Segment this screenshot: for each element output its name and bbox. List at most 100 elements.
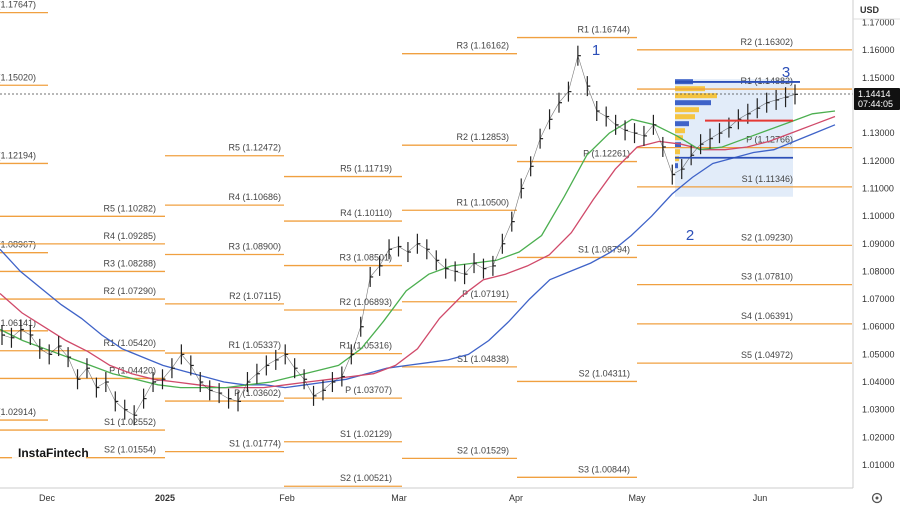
price-badge-price: 1.14414 — [858, 89, 891, 99]
logo-text: InstaFintech — [18, 446, 89, 460]
pivot-label: (1.15020) — [0, 72, 36, 82]
x-tick-label: Jun — [753, 493, 768, 503]
gear-icon-ring — [871, 492, 883, 504]
profile-bar — [675, 163, 678, 169]
pivot-label: P (1.07191) — [462, 289, 509, 299]
y-tick-label: 1.09000 — [862, 239, 895, 249]
y-tick-label: 1.04000 — [862, 377, 895, 387]
profile-bar — [675, 114, 695, 120]
profile-bar — [675, 100, 711, 106]
pivot-label: R4 (1.09285) — [103, 231, 156, 241]
gear-icon[interactable] — [871, 492, 883, 504]
profile-bar — [675, 121, 689, 127]
profile-bar — [675, 156, 679, 162]
x-tick-label: Feb — [279, 493, 295, 503]
pivot-label: R2 (1.07290) — [103, 286, 156, 296]
pivot-label: (1.02914) — [0, 407, 36, 417]
pivot-label: R3 (1.08501) — [339, 253, 392, 263]
y-tick-label: 1.17000 — [862, 18, 895, 28]
pivot-label: R3 (1.16162) — [456, 41, 509, 51]
y-tick-label: 1.12000 — [862, 156, 895, 166]
pivot-label: R5 (1.12472) — [228, 143, 281, 153]
pivot-label: P (1.03602) — [234, 388, 281, 398]
pivot-levels: (1.17647) (1.15020) (1.12194) (1.08967) 1.06… — [0, 0, 852, 487]
y-tick-label: 1.13000 — [862, 128, 895, 138]
pivot-label: R2 (1.07115) — [229, 291, 281, 301]
x-axis: Dec 2025 Feb Mar Apr May Jun — [0, 487, 883, 504]
pivot-label: S1 (1.11346) — [742, 174, 793, 184]
y-tick-label: 1.10000 — [862, 211, 895, 221]
y-tick-label: 1.08000 — [862, 266, 895, 276]
profile-bar — [675, 128, 685, 134]
pivot-label: R3 (1.08288) — [103, 258, 156, 268]
pivot-label: R5 (1.11719) — [340, 164, 392, 174]
logo-bg — [12, 440, 86, 464]
pivot-label: R1 (1.10500) — [456, 197, 509, 207]
pivot-label: S2 (1.04311) — [579, 368, 630, 378]
profile-bar — [675, 149, 680, 155]
y-tick-label: 1.15000 — [862, 73, 895, 83]
x-tick-label: 2025 — [155, 493, 175, 503]
y-tick-label: 1.11000 — [862, 183, 894, 193]
wave-label: 1 — [592, 42, 600, 59]
price-line — [1, 54, 796, 416]
price-badge-bg — [854, 88, 900, 111]
x-tick-label: Mar — [391, 493, 407, 503]
pivot-label: R4 (1.10686) — [228, 192, 281, 202]
x-tick-label: May — [628, 493, 646, 503]
pivot-label: R4 (1.10110) — [340, 208, 392, 218]
pivot-label: R5 (1.10282) — [103, 203, 156, 213]
y-tick-label: 1.16000 — [862, 45, 895, 55]
pivot-label: R2 (1.06893) — [339, 297, 392, 307]
pivot-label: (1.17647) — [0, 0, 36, 10]
y-axis-bg — [853, 0, 900, 510]
pivot-label: S3 (1.07810) — [741, 272, 793, 282]
volume-profile — [675, 79, 793, 197]
y-axis: 1.170001.160001.150001.140001.130001.120… — [852, 0, 900, 510]
x-tick-label: Dec — [39, 493, 56, 503]
price-badge-countdown: 07:44:05 — [858, 99, 893, 109]
pivot-label: P (1.12766) — [746, 135, 793, 145]
pivot-label: R1 (1.05337) — [228, 340, 281, 350]
x-tick-label: Apr — [509, 493, 523, 503]
pivot-label: 1.06141) — [0, 318, 36, 328]
profile-bar — [675, 93, 717, 99]
pivot-label: R3 (1.08900) — [228, 242, 281, 252]
gear-icon-hub — [875, 496, 879, 500]
moving-averages — [0, 110, 836, 389]
wave-label: 3 — [782, 64, 790, 81]
pivot-label: (1.12194) — [0, 150, 36, 160]
profile-bar — [675, 107, 699, 113]
y-tick-label: 1.05000 — [862, 349, 895, 359]
pivot-label: S1 (1.01774) — [229, 439, 281, 449]
pivot-label: S2 (1.09230) — [741, 232, 793, 242]
pivot-label: S3 (1.00844) — [578, 464, 630, 474]
ma-green — [0, 110, 836, 389]
pivot-label: R1 (1.16744) — [577, 25, 630, 35]
instafintech-logo: InstaFintech — [12, 440, 89, 464]
pivot-label: (1.08967) — [0, 240, 36, 250]
pivot-label: P (1.04420) — [109, 365, 156, 375]
pivot-label: R1 (1.05420) — [103, 338, 156, 348]
price-series — [1, 45, 798, 426]
ma-blue — [0, 124, 836, 389]
pivot-label: S5 (1.04972) — [741, 350, 793, 360]
pivot-label: R1 (1.05316) — [339, 341, 392, 351]
y-tick-label: 1.07000 — [862, 294, 895, 304]
labels: 1 2 3 InstaFintech — [12, 42, 790, 464]
pivot-label: P (1.03707) — [345, 385, 392, 395]
pivot-label: P (1.12261) — [583, 149, 630, 159]
overlays — [0, 81, 853, 159]
currency-label: USD — [860, 5, 880, 15]
pivot-label: S4 (1.06391) — [741, 311, 793, 321]
y-tick-label: 1.03000 — [862, 405, 895, 415]
pivot-label: R2 (1.16302) — [740, 37, 793, 47]
y-tick-label: 1.02000 — [862, 432, 895, 442]
pivot-label: S1 (1.02129) — [340, 429, 392, 439]
y-tick-label: 1.01000 — [862, 460, 895, 470]
wave-label: 2 — [686, 227, 694, 244]
profile-bar — [675, 142, 681, 148]
pivot-label: S1 (1.08794) — [578, 244, 630, 254]
